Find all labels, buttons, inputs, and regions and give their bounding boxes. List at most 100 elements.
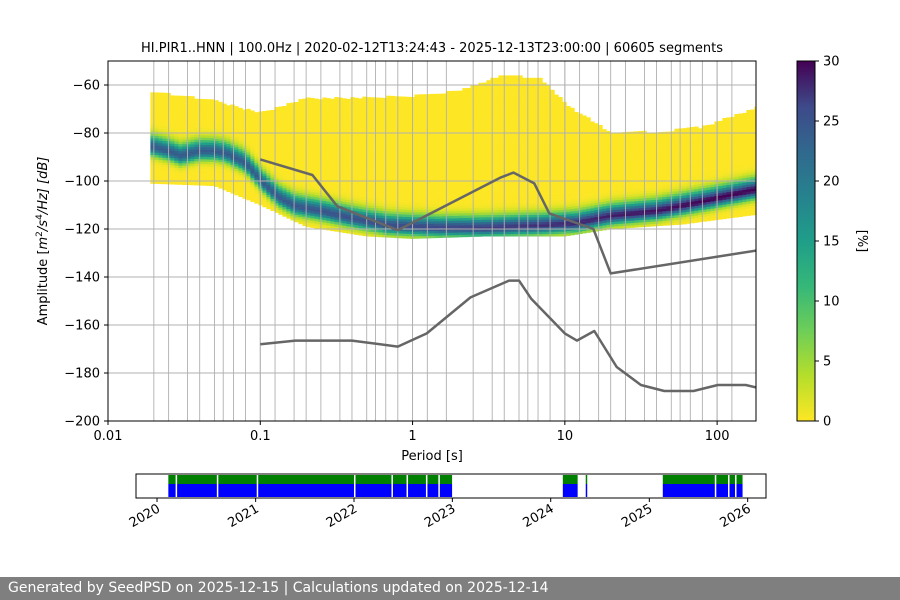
heatmap-cell	[338, 133, 343, 137]
heatmap-cell	[210, 113, 215, 117]
heatmap-cell	[526, 205, 531, 208]
heatmap-cell	[458, 234, 463, 238]
heatmap-cell	[430, 149, 435, 152]
heatmap-cell	[350, 176, 355, 179]
heatmap-cell	[202, 111, 207, 114]
heatmap-cell	[514, 137, 519, 141]
heatmap-cell	[446, 124, 451, 128]
heatmap-cell	[178, 95, 183, 99]
heatmap-cell	[178, 100, 183, 104]
heatmap-cell	[290, 138, 295, 142]
heatmap-cell	[438, 112, 443, 116]
heatmap-cell	[246, 147, 251, 150]
heatmap-cell	[218, 173, 223, 177]
heatmap-cell	[446, 129, 451, 133]
heatmap-cell	[518, 145, 523, 148]
heatmap-cell	[294, 152, 299, 156]
heatmap-cell	[402, 154, 407, 157]
heatmap-cell	[314, 108, 319, 111]
heatmap-cell	[194, 115, 199, 119]
heatmap-cell	[342, 206, 347, 209]
heatmap-cell	[326, 220, 331, 224]
heatmap-cell	[170, 148, 175, 151]
heatmap-cell	[250, 158, 255, 162]
heatmap-cell	[442, 163, 447, 166]
heatmap-cell	[382, 107, 387, 111]
heatmap-cell	[370, 202, 375, 206]
heatmap-cell	[454, 107, 459, 111]
heatmap-cell	[270, 109, 275, 113]
heatmap-cell	[530, 166, 535, 170]
heatmap-cell	[282, 106, 287, 109]
heatmap-cell	[522, 125, 527, 129]
heatmap-cell	[530, 229, 535, 232]
heatmap-cell	[426, 161, 431, 164]
heatmap-cell	[442, 218, 447, 221]
heatmap-cell	[526, 111, 531, 115]
heatmap-cell	[358, 199, 363, 202]
heatmap-cell	[314, 158, 319, 162]
heatmap-cell	[238, 165, 243, 169]
heatmap-cell	[210, 106, 215, 110]
heatmap-cell	[406, 120, 411, 124]
heatmap-cell	[278, 152, 283, 155]
heatmap-cell	[314, 146, 319, 150]
heatmap-cell	[302, 168, 307, 171]
heatmap-cell	[430, 165, 435, 169]
heatmap-cell	[522, 173, 527, 177]
heatmap-cell	[214, 136, 219, 139]
heatmap-cell	[394, 235, 399, 239]
heatmap-cell	[322, 212, 327, 216]
heatmap-cell	[522, 106, 527, 110]
heatmap-cell	[434, 103, 439, 107]
heatmap-cell	[186, 151, 191, 154]
heatmap-cell	[334, 140, 339, 143]
heatmap-cell	[226, 182, 231, 185]
heatmap-cell	[418, 106, 423, 109]
heatmap-cell	[226, 184, 231, 188]
heatmap-cell	[378, 124, 383, 127]
heatmap-cell	[522, 214, 527, 218]
heatmap-cell	[366, 219, 371, 223]
heatmap-cell	[470, 104, 475, 108]
heatmap-cell	[238, 189, 243, 193]
heatmap-cell	[342, 143, 347, 147]
heatmap-cell	[298, 211, 303, 215]
heatmap-cell	[442, 160, 447, 164]
heatmap-cell	[474, 90, 479, 93]
heatmap-cell	[342, 129, 347, 133]
heatmap-cell	[390, 215, 395, 219]
heatmap-cell	[270, 208, 275, 211]
heatmap-cell	[366, 135, 371, 139]
heatmap-cell	[426, 151, 431, 155]
heatmap-cell	[362, 137, 367, 141]
heatmap-cell	[226, 122, 231, 125]
heatmap-cell	[358, 201, 363, 205]
heatmap-cell	[254, 162, 259, 166]
heatmap-cell	[510, 80, 515, 83]
heatmap-cell	[514, 154, 519, 158]
heatmap-cell	[462, 203, 467, 206]
heatmap-cell	[378, 193, 383, 197]
heatmap-cell	[494, 219, 499, 223]
heatmap-cell	[454, 98, 459, 101]
heatmap-cell	[438, 204, 443, 207]
heatmap-cell	[454, 184, 459, 188]
heatmap-cell	[266, 172, 271, 176]
heatmap-cell	[518, 166, 523, 170]
heatmap-cell	[386, 184, 391, 188]
heatmap-cell	[310, 198, 315, 202]
heatmap-cell	[306, 222, 311, 225]
heatmap-cell	[214, 102, 219, 106]
heatmap-cell	[290, 119, 295, 123]
heatmap-cell	[342, 136, 347, 140]
heatmap-cell	[514, 140, 519, 143]
heatmap-cell	[486, 145, 491, 148]
heatmap-cell	[338, 174, 343, 178]
heatmap-cell	[250, 194, 255, 198]
heatmap-cell	[518, 231, 523, 235]
heatmap-cell	[266, 151, 271, 154]
heatmap-cell	[522, 142, 527, 146]
heatmap-cell	[446, 218, 451, 221]
heatmap-cell	[226, 150, 231, 154]
